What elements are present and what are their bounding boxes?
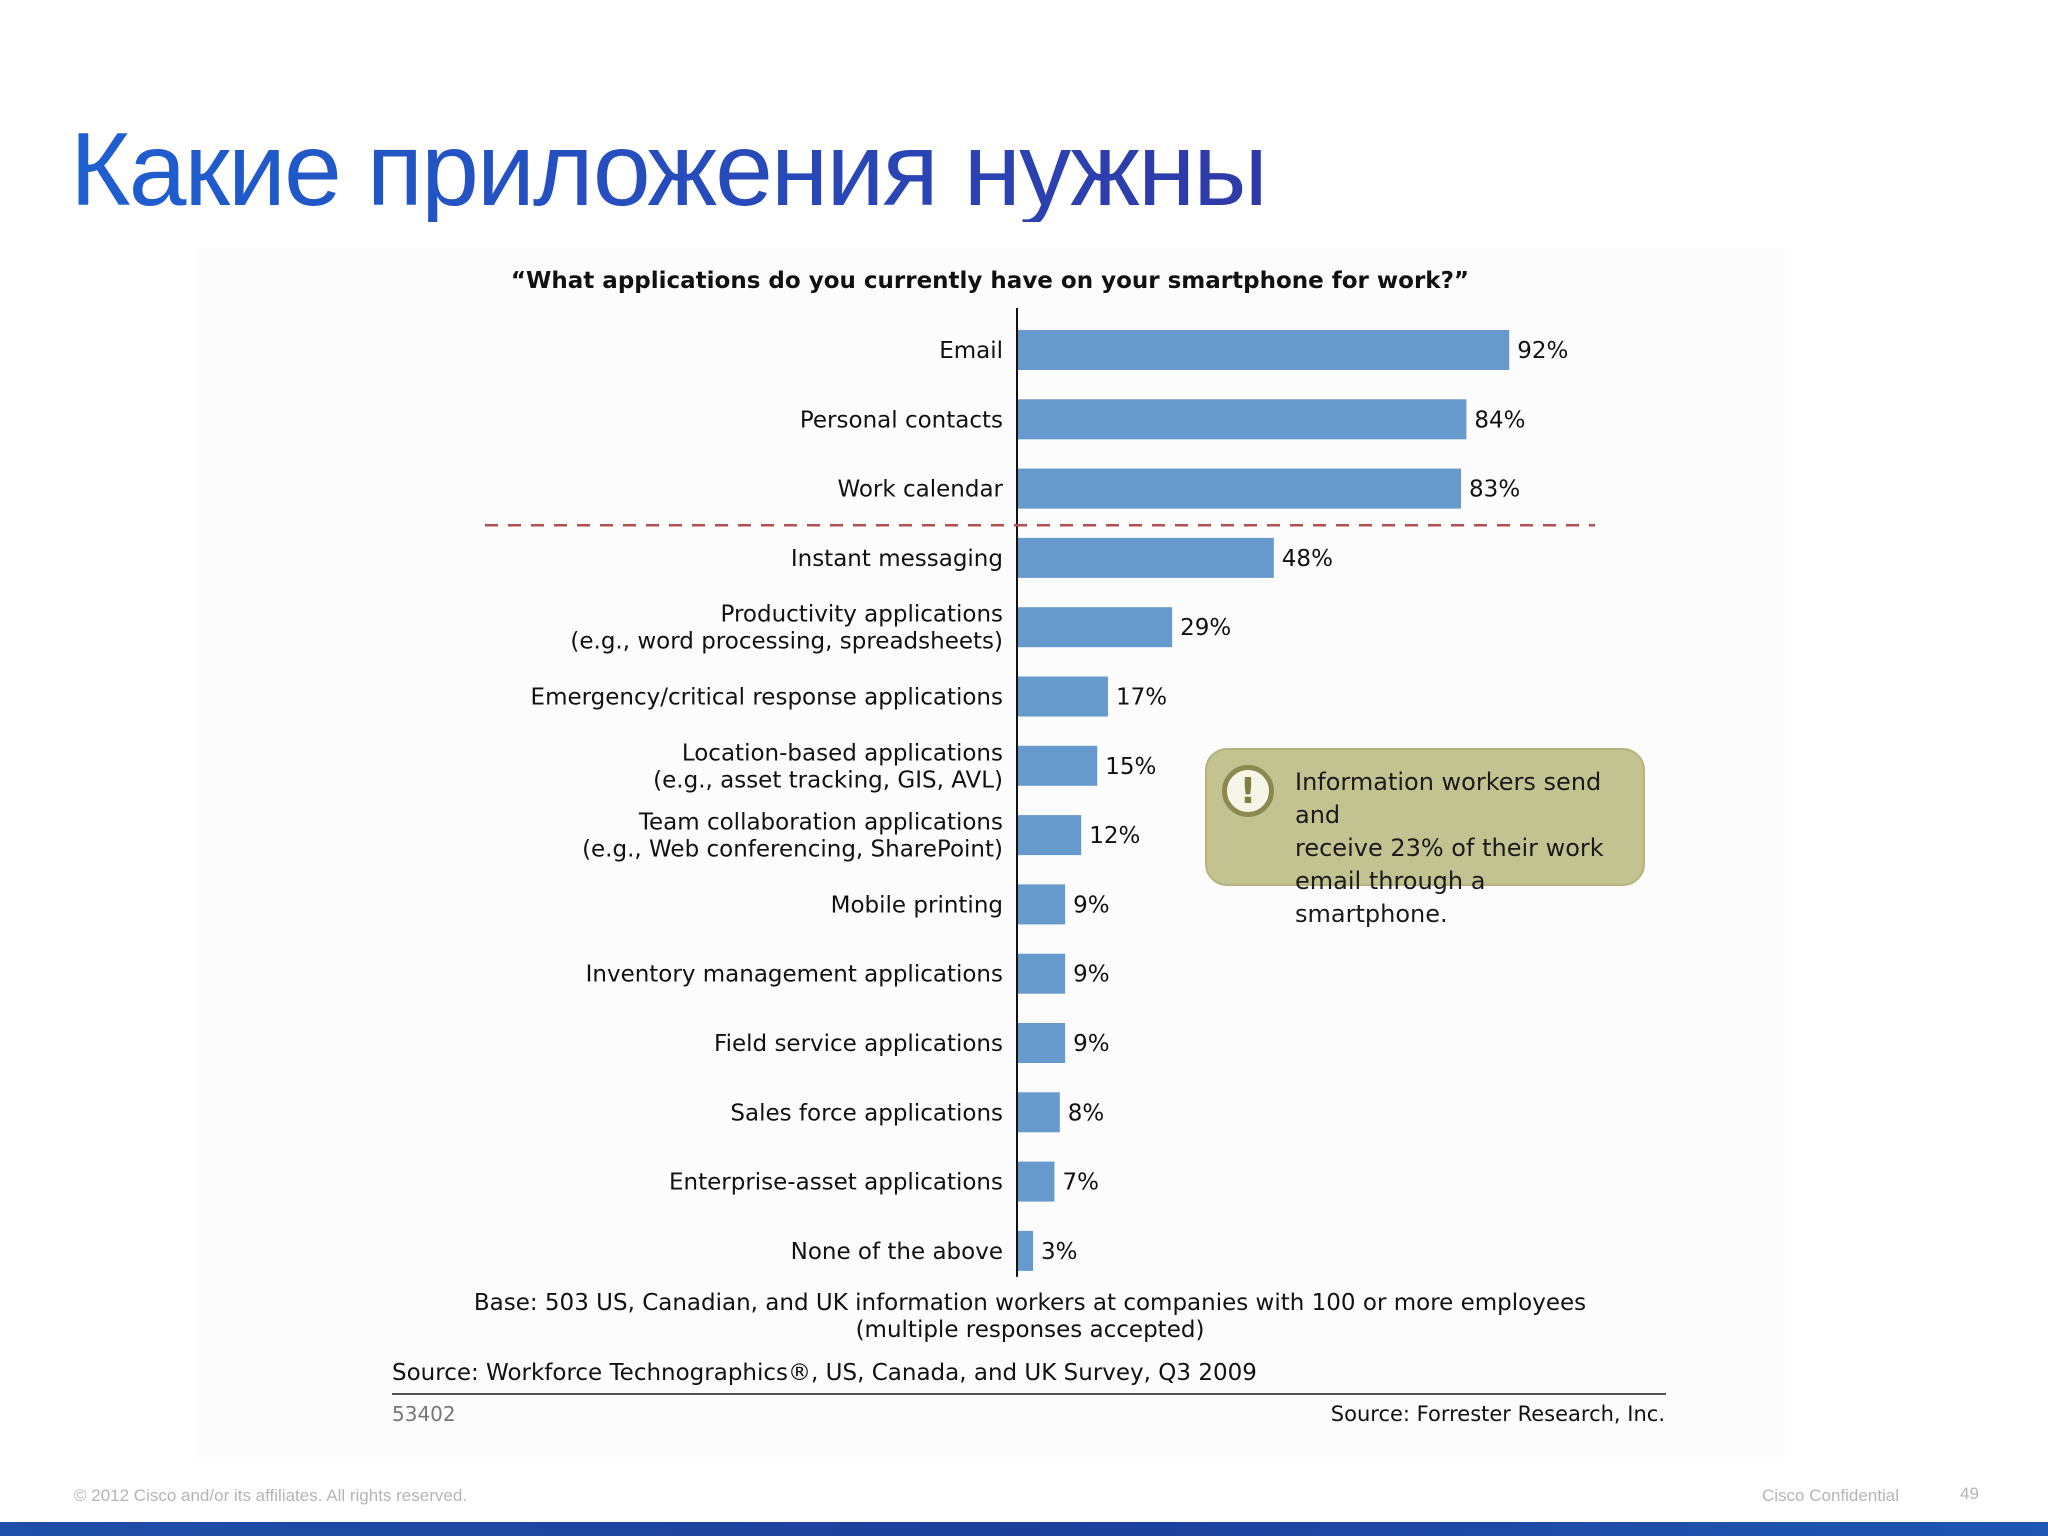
- category-label: Work calendar: [837, 477, 1003, 503]
- value-label: 3%: [1041, 1239, 1078, 1265]
- value-label: 7%: [1062, 1170, 1099, 1196]
- bar: [1017, 884, 1066, 925]
- value-label: 92%: [1517, 338, 1568, 364]
- base-note-line: (multiple responses accepted): [855, 1317, 1205, 1343]
- category-label: Enterprise-asset applications: [669, 1170, 1003, 1196]
- callout-line: receive 23% of their work: [1295, 834, 1604, 862]
- callout-line: Information workers send and: [1295, 768, 1602, 829]
- bar: [1017, 1023, 1066, 1063]
- category-label: (e.g., asset tracking, GIS, AVL): [653, 767, 1003, 793]
- callout-line: email through a smartphone.: [1295, 867, 1486, 928]
- category-label: Productivity applications: [720, 602, 1003, 628]
- value-label: 9%: [1073, 1031, 1110, 1057]
- category-label: Inventory management applications: [586, 962, 1003, 988]
- callout-text: Information workers send and receive 23%…: [1295, 766, 1637, 931]
- category-label: Mobile printing: [831, 892, 1003, 918]
- category-label: Emergency/critical response applications: [531, 685, 1003, 711]
- bar: [1017, 815, 1082, 856]
- category-label: Field service applications: [714, 1031, 1003, 1057]
- category-label: Email: [939, 338, 1003, 364]
- value-label: 29%: [1180, 615, 1231, 641]
- footer-confidential: Cisco Confidential: [1762, 1486, 1900, 1505]
- value-label: 9%: [1073, 892, 1110, 918]
- callout-box: ! Information workers send and receive 2…: [1205, 748, 1645, 928]
- bar: [1017, 468, 1462, 509]
- category-label: Instant messaging: [791, 546, 1003, 572]
- bar: [1017, 745, 1098, 786]
- category-label: Location-based applications: [682, 740, 1003, 766]
- category-label: Sales force applications: [730, 1100, 1003, 1126]
- slide-title: Какие приложения нужны: [70, 112, 1268, 228]
- value-label: 15%: [1105, 754, 1156, 780]
- category-label: Team collaboration applications: [638, 810, 1003, 836]
- category-label: None of the above: [791, 1239, 1003, 1265]
- base-note: Base: 503 US, Canadian, and UK informati…: [440, 1290, 1620, 1344]
- category-label: (e.g., Web conferencing, SharePoint): [582, 837, 1003, 863]
- bar: [1017, 953, 1066, 994]
- value-label: 9%: [1073, 962, 1110, 988]
- publisher-source: Source: Forrester Research, Inc.: [1330, 1402, 1665, 1426]
- survey-source: Source: Workforce Technographics®, US, C…: [392, 1360, 1257, 1386]
- value-label: 12%: [1089, 823, 1140, 849]
- page-number: 49: [1960, 1484, 1979, 1503]
- bar: [1017, 676, 1108, 717]
- footer-bar: [0, 1522, 2048, 1536]
- category-label: (e.g., word processing, spreadsheets): [570, 629, 1003, 655]
- base-note-line: Base: 503 US, Canadian, and UK informati…: [473, 1290, 1587, 1316]
- chart-title: “What applications do you currently have…: [510, 268, 1470, 294]
- value-label: 17%: [1116, 685, 1167, 711]
- bar: [1017, 1230, 1034, 1271]
- bar: [1017, 537, 1274, 578]
- bar: [1017, 1092, 1060, 1133]
- value-label: 48%: [1282, 546, 1333, 572]
- value-label: 8%: [1068, 1100, 1105, 1126]
- category-label: Personal contacts: [800, 407, 1003, 433]
- bar: [1017, 607, 1173, 648]
- value-label: 83%: [1469, 477, 1520, 503]
- bar: [1017, 1161, 1055, 1202]
- value-label: 84%: [1474, 407, 1525, 433]
- footer-copyright: © 2012 Cisco and/or its affiliates. All …: [74, 1486, 468, 1505]
- bar: [1017, 399, 1467, 440]
- source-divider: [392, 1393, 1666, 1395]
- exclamation-icon: !: [1222, 765, 1274, 817]
- bar: [1017, 330, 1510, 370]
- figure-id: 53402: [392, 1402, 456, 1426]
